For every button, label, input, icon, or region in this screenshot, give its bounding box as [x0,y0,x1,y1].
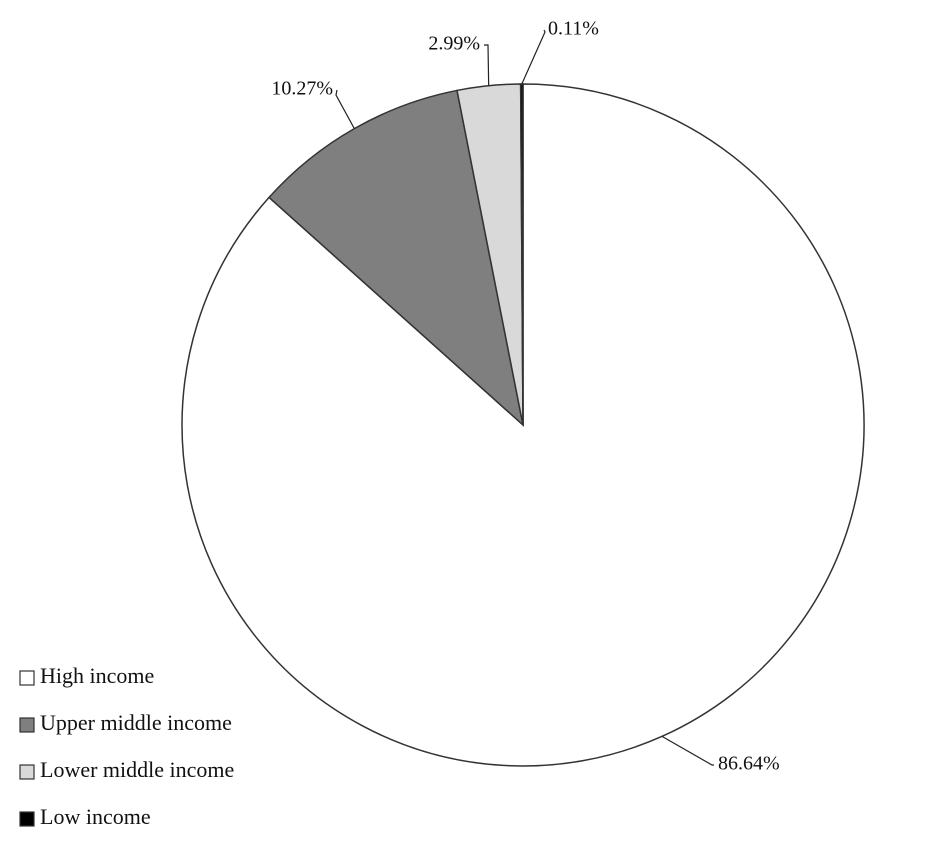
pie-slice [268,89,525,428]
pie-slice [519,83,524,426]
legend-swatch [19,811,35,827]
legend-swatch [19,670,35,686]
legend-label: Lower middle income [40,757,234,782]
leader-line [484,44,490,86]
legend-label: High income [40,663,154,688]
leader-line [661,735,714,766]
leader-line [521,29,546,85]
legend-swatch [19,717,35,733]
leader-line [335,89,355,129]
value-label: 0.11% [548,18,599,40]
legend-label: Low income [40,804,151,829]
legend-swatch [19,764,35,780]
value-label: 10.27% [271,78,333,100]
legend-label: Upper middle income [40,710,232,735]
value-label: 86.64% [718,753,780,775]
value-label: 2.99% [428,33,480,55]
